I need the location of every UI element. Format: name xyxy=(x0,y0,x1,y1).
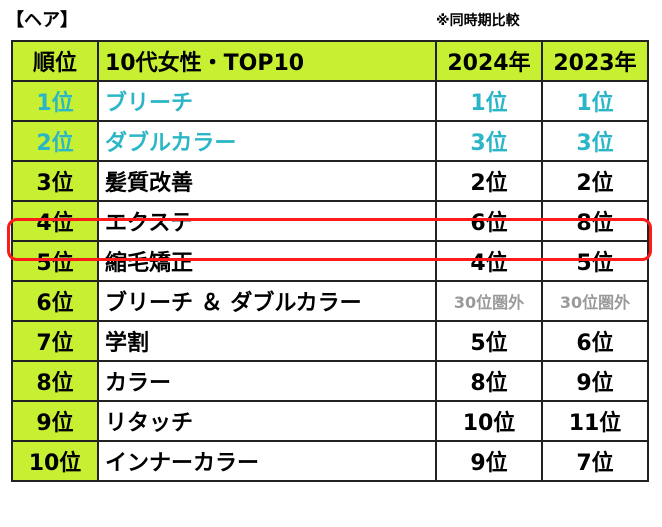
rank-2023-cell: 5位 xyxy=(541,240,649,282)
rank-2024-cell: 5位 xyxy=(435,320,543,362)
rank-2023-cell: 1位 xyxy=(541,80,649,122)
table-row: 5位 縮毛矯正 4位 5位 xyxy=(11,240,649,282)
name-cell: リタッチ xyxy=(97,400,437,442)
rank-cell: 7位 xyxy=(11,320,99,362)
table-row: 4位 エクステ 6位 8位 xyxy=(11,200,649,242)
name-cell: 縮毛矯正 xyxy=(97,240,437,282)
rank-2023-cell: 30位圏外 xyxy=(541,280,649,322)
table-row: 9位 リタッチ 10位 11位 xyxy=(11,400,649,442)
name-cell: エクステ xyxy=(97,200,437,242)
rank-2024-cell: 3位 xyxy=(435,120,543,162)
rank-cell: 5位 xyxy=(11,240,99,282)
comparison-note: ※同時期比較 xyxy=(436,13,520,29)
rank-2024-cell: 1位 xyxy=(435,80,543,122)
rank-2024-cell: 4位 xyxy=(435,240,543,282)
table-row: 6位 ブリーチ ＆ ダブルカラー 30位圏外 30位圏外 xyxy=(11,280,649,322)
rank-2024-cell: 6位 xyxy=(435,200,543,242)
rank-2023-cell: 3位 xyxy=(541,120,649,162)
rank-2023-cell: 2位 xyxy=(541,160,649,202)
section-caption: 【ヘア】 xyxy=(6,10,78,31)
table-row: 10位 インナーカラー 9位 7位 xyxy=(11,440,649,482)
name-cell: ブリーチ xyxy=(97,80,437,122)
header-2023: 2023年 xyxy=(541,40,649,82)
rank-2023-cell: 8位 xyxy=(541,200,649,242)
rank-2023-cell: 6位 xyxy=(541,320,649,362)
rank-cell: 10位 xyxy=(11,440,99,482)
table-row: 2位 ダブルカラー 3位 3位 xyxy=(11,120,649,162)
header-2024: 2024年 xyxy=(435,40,543,82)
name-cell: ダブルカラー xyxy=(97,120,437,162)
table-row: 3位 髪質改善 2位 2位 xyxy=(11,160,649,202)
name-cell: 学割 xyxy=(97,320,437,362)
name-cell: ブリーチ ＆ ダブルカラー xyxy=(97,280,437,322)
rank-cell: 4位 xyxy=(11,200,99,242)
rank-2023-cell: 7位 xyxy=(541,440,649,482)
rank-cell: 8位 xyxy=(11,360,99,402)
name-cell: カラー xyxy=(97,360,437,402)
header-category: 10代女性・TOP10 xyxy=(97,40,437,82)
ranking-table: 順位 10代女性・TOP10 2024年 2023年 1位 ブリーチ 1位 1位 2位ダ… xyxy=(11,40,649,482)
name-cell: 髪質改善 xyxy=(97,160,437,202)
rank-cell: 9位 xyxy=(11,400,99,442)
rank-2023-cell: 9位 xyxy=(541,360,649,402)
rank-2024-cell: 2位 xyxy=(435,160,543,202)
header-rank: 順位 xyxy=(11,40,99,82)
table-row: 7位 学割 5位 6位 xyxy=(11,320,649,362)
rank-2024-cell: 8位 xyxy=(435,360,543,402)
table-row: 8位 カラー 8位 9位 xyxy=(11,360,649,402)
table-row: 1位 ブリーチ 1位 1位 xyxy=(11,80,649,122)
rank-2024-cell: 30位圏外 xyxy=(435,280,543,322)
rank-cell: 1位 xyxy=(11,80,99,122)
rank-cell: 6位 xyxy=(11,280,99,322)
rank-cell: 3位 xyxy=(11,160,99,202)
rank-2024-cell: 9位 xyxy=(435,440,543,482)
rank-cell: 2位 xyxy=(11,120,99,162)
name-cell: インナーカラー xyxy=(97,440,437,482)
rank-2024-cell: 10位 xyxy=(435,400,543,442)
header-row: 順位 10代女性・TOP10 2024年 2023年 xyxy=(11,40,649,82)
rank-2023-cell: 11位 xyxy=(541,400,649,442)
